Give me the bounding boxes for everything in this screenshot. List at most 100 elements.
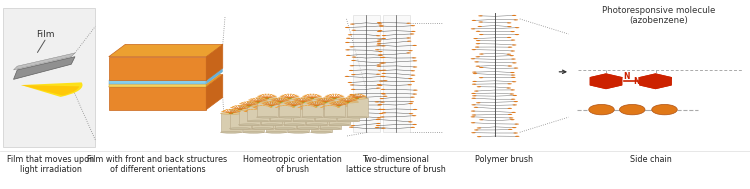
Ellipse shape <box>378 85 382 86</box>
Ellipse shape <box>471 58 476 59</box>
Polygon shape <box>109 87 206 110</box>
Ellipse shape <box>508 129 512 130</box>
Ellipse shape <box>351 98 354 99</box>
Ellipse shape <box>346 97 368 99</box>
Ellipse shape <box>252 98 255 99</box>
Ellipse shape <box>275 107 278 108</box>
Ellipse shape <box>514 34 519 35</box>
Ellipse shape <box>266 111 269 112</box>
Ellipse shape <box>472 114 476 115</box>
Ellipse shape <box>282 105 285 106</box>
Ellipse shape <box>478 77 483 78</box>
Ellipse shape <box>474 61 478 62</box>
Ellipse shape <box>292 105 296 106</box>
Ellipse shape <box>381 57 386 58</box>
Ellipse shape <box>376 123 381 124</box>
Ellipse shape <box>471 28 476 29</box>
Ellipse shape <box>350 65 354 66</box>
Ellipse shape <box>253 107 256 108</box>
Ellipse shape <box>351 89 355 90</box>
Ellipse shape <box>351 60 355 61</box>
Ellipse shape <box>290 106 293 107</box>
Ellipse shape <box>377 43 382 44</box>
Polygon shape <box>109 72 223 84</box>
Ellipse shape <box>314 107 317 108</box>
Ellipse shape <box>375 49 380 50</box>
Ellipse shape <box>378 70 382 71</box>
Ellipse shape <box>322 106 325 107</box>
FancyBboxPatch shape <box>306 106 327 125</box>
Ellipse shape <box>239 103 242 104</box>
Ellipse shape <box>283 109 287 110</box>
Ellipse shape <box>380 116 385 118</box>
Ellipse shape <box>474 91 478 92</box>
Ellipse shape <box>232 106 235 107</box>
Ellipse shape <box>284 103 287 104</box>
Ellipse shape <box>510 72 515 73</box>
FancyBboxPatch shape <box>230 110 251 129</box>
FancyBboxPatch shape <box>346 98 368 117</box>
Ellipse shape <box>332 98 337 99</box>
Ellipse shape <box>379 25 383 26</box>
Ellipse shape <box>325 96 328 97</box>
Ellipse shape <box>380 63 384 64</box>
Ellipse shape <box>376 31 381 32</box>
Ellipse shape <box>507 54 512 55</box>
Ellipse shape <box>328 124 350 126</box>
FancyBboxPatch shape <box>315 102 336 121</box>
Ellipse shape <box>310 131 332 133</box>
Ellipse shape <box>256 109 259 110</box>
Ellipse shape <box>308 102 311 103</box>
Ellipse shape <box>382 35 386 36</box>
Ellipse shape <box>257 96 260 97</box>
Polygon shape <box>206 68 223 84</box>
Ellipse shape <box>323 103 326 104</box>
Ellipse shape <box>313 110 316 111</box>
Ellipse shape <box>335 106 338 107</box>
Ellipse shape <box>378 30 382 31</box>
Ellipse shape <box>381 93 386 94</box>
Ellipse shape <box>380 76 385 77</box>
Ellipse shape <box>413 94 417 95</box>
Ellipse shape <box>338 94 340 95</box>
Ellipse shape <box>238 124 260 126</box>
Ellipse shape <box>471 122 476 123</box>
Ellipse shape <box>507 26 512 27</box>
Ellipse shape <box>249 101 252 102</box>
Ellipse shape <box>350 112 354 113</box>
Ellipse shape <box>381 93 386 94</box>
FancyBboxPatch shape <box>297 110 318 129</box>
Ellipse shape <box>292 101 314 103</box>
Ellipse shape <box>292 120 314 122</box>
Ellipse shape <box>252 109 273 111</box>
Ellipse shape <box>283 111 286 112</box>
Ellipse shape <box>478 15 483 16</box>
Ellipse shape <box>302 116 322 118</box>
Ellipse shape <box>347 96 350 97</box>
Ellipse shape <box>471 111 476 112</box>
Ellipse shape <box>288 105 291 106</box>
Ellipse shape <box>292 107 295 108</box>
Ellipse shape <box>243 112 264 114</box>
Ellipse shape <box>652 104 677 115</box>
Ellipse shape <box>350 94 354 95</box>
Ellipse shape <box>261 105 282 107</box>
Ellipse shape <box>474 129 478 131</box>
FancyBboxPatch shape <box>310 113 332 132</box>
Ellipse shape <box>378 109 382 110</box>
Ellipse shape <box>350 84 354 86</box>
Ellipse shape <box>410 25 415 26</box>
Ellipse shape <box>345 49 350 50</box>
Ellipse shape <box>254 109 257 110</box>
Ellipse shape <box>376 45 381 46</box>
Ellipse shape <box>307 103 310 104</box>
FancyBboxPatch shape <box>256 98 278 117</box>
Ellipse shape <box>304 95 307 96</box>
Ellipse shape <box>380 98 384 99</box>
Ellipse shape <box>360 94 363 95</box>
Ellipse shape <box>268 110 271 111</box>
Ellipse shape <box>228 109 231 110</box>
Ellipse shape <box>375 127 380 128</box>
Ellipse shape <box>406 23 411 24</box>
Ellipse shape <box>306 105 327 107</box>
